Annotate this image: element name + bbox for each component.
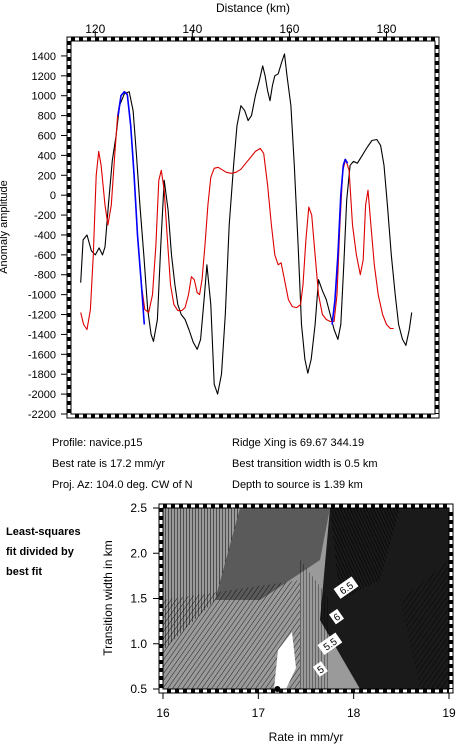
y-axis-title: Anomaly amplitude — [0, 180, 10, 274]
contour-label-bg — [328, 608, 345, 625]
best-rate-label: Best rate is 17.2 mm/yr — [52, 458, 166, 470]
y-ticks-bottom: 0.5 1.0 1.5 2.0 2.5 — [130, 501, 159, 696]
bottom-y-axis-title: Transition width in km — [101, 540, 115, 656]
side-note-line-3: best fit — [6, 566, 43, 578]
bottom-x-tick-label: 16 — [156, 706, 170, 720]
y-tick-label: -200 — [34, 210, 56, 222]
side-note: Least-squares fit divided by best fit — [6, 522, 106, 582]
x-axis-title: Distance (km) — [216, 1, 290, 15]
bottom-x-tick-label: 17 — [252, 706, 266, 720]
bottom-y-tick-label: 1.5 — [130, 592, 147, 606]
profile-chart: Distance (km) 120 140 160 180 Anomaly ampli… — [0, 1, 440, 421]
ridge-xing-label: Ridge Xing is 69.67 344.19 — [232, 437, 365, 449]
bottom-x-tick-label: 18 — [347, 706, 361, 720]
x-ticks-bottom: 16 17 18 19 — [156, 693, 456, 720]
misfit-light-band — [300, 560, 330, 689]
contour-label-bg — [312, 661, 328, 677]
series-line-0 — [80, 53, 413, 395]
x-ticks-top: 120 140 160 180 — [85, 22, 397, 37]
contour-labels: 6.565.55 — [312, 576, 359, 677]
misfit-region-upper-right — [330, 508, 400, 600]
misfit-region-middle — [163, 580, 300, 689]
y-tick-label: 600 — [38, 130, 56, 142]
x-tick-label: 120 — [85, 22, 105, 36]
bottom-x-axis-title: Rate in mm/yr — [269, 730, 344, 744]
bottom-x-tick-label: 19 — [442, 706, 456, 720]
y-tick-label: -1400 — [28, 329, 56, 341]
y-tick-label: -400 — [34, 230, 56, 242]
y-tick-label: -600 — [34, 250, 56, 262]
best-width-label: Best transition width is 0.5 km — [232, 458, 378, 470]
misfit-field — [163, 508, 449, 689]
contour-label: 6 — [332, 611, 343, 623]
y-tick-label: 400 — [38, 150, 56, 162]
side-note-line-2: fit divided by — [6, 546, 74, 558]
plot-frame-top — [66, 36, 440, 419]
y-tick-label: 200 — [38, 170, 56, 182]
y-tick-label: 1000 — [32, 91, 56, 103]
y-tick-label: 1200 — [32, 71, 56, 83]
misfit-region-far-right — [400, 560, 449, 689]
x-tick-label: 160 — [279, 22, 299, 36]
contour-label: 5 — [316, 664, 327, 676]
contour-label-bg — [317, 632, 343, 655]
contour-label-bg — [333, 576, 359, 599]
y-tick-label: -2000 — [28, 389, 56, 401]
bottom-y-tick-label: 2.5 — [130, 501, 147, 515]
series-group — [80, 53, 413, 395]
series-line-2 — [117, 90, 146, 325]
side-note-line-1: Least-squares — [6, 526, 81, 538]
y-tick-label: 800 — [38, 111, 56, 123]
bottom-y-tick-label: 0.5 — [130, 682, 147, 696]
y-tick-label: 0 — [50, 190, 56, 202]
y-ticks: 1400 1200 1000 800 600 400 200 0 -200 -400 -600 -80… — [28, 51, 67, 421]
y-tick-label: -1000 — [28, 290, 56, 302]
y-tick-label: -1800 — [28, 369, 56, 381]
profile-label: Profile: navice.p15 — [52, 437, 143, 449]
series-line-3 — [331, 158, 349, 325]
misfit-white-patch — [274, 632, 296, 689]
y-tick-label: -1600 — [28, 349, 56, 361]
y-tick-label: -1200 — [28, 310, 56, 322]
proj-az-label: Proj. Az: 104.0 deg. CW of N — [52, 479, 193, 491]
y-tick-label: -2200 — [28, 409, 56, 421]
x-tick-label: 180 — [376, 22, 396, 36]
x-tick-label: 140 — [182, 22, 202, 36]
misfit-region-upper — [215, 508, 330, 600]
misfit-chart: 6.565.55 16 17 18 19 0.51.01.52.02.5 Rate i… — [101, 501, 456, 744]
bottom-y-tick-label: 1.0 — [130, 637, 147, 651]
y-tick-label: -800 — [34, 270, 56, 282]
y-tick-label: 1400 — [32, 51, 56, 63]
bottom-y-tick-label: 2.0 — [130, 546, 147, 560]
best-fit-marker — [274, 686, 281, 692]
depth-label: Depth to source is 1.39 km — [232, 479, 363, 491]
